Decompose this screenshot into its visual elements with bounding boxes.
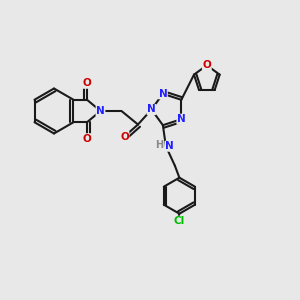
Text: H: H [155,140,163,150]
Text: N: N [96,106,105,116]
Text: N: N [158,89,167,99]
Text: N: N [165,141,174,151]
Text: O: O [82,134,91,144]
Text: N: N [147,104,156,115]
Text: O: O [120,131,129,142]
Text: N: N [177,114,186,124]
Text: O: O [202,60,211,70]
Text: O: O [82,78,91,88]
Text: Cl: Cl [174,216,185,226]
